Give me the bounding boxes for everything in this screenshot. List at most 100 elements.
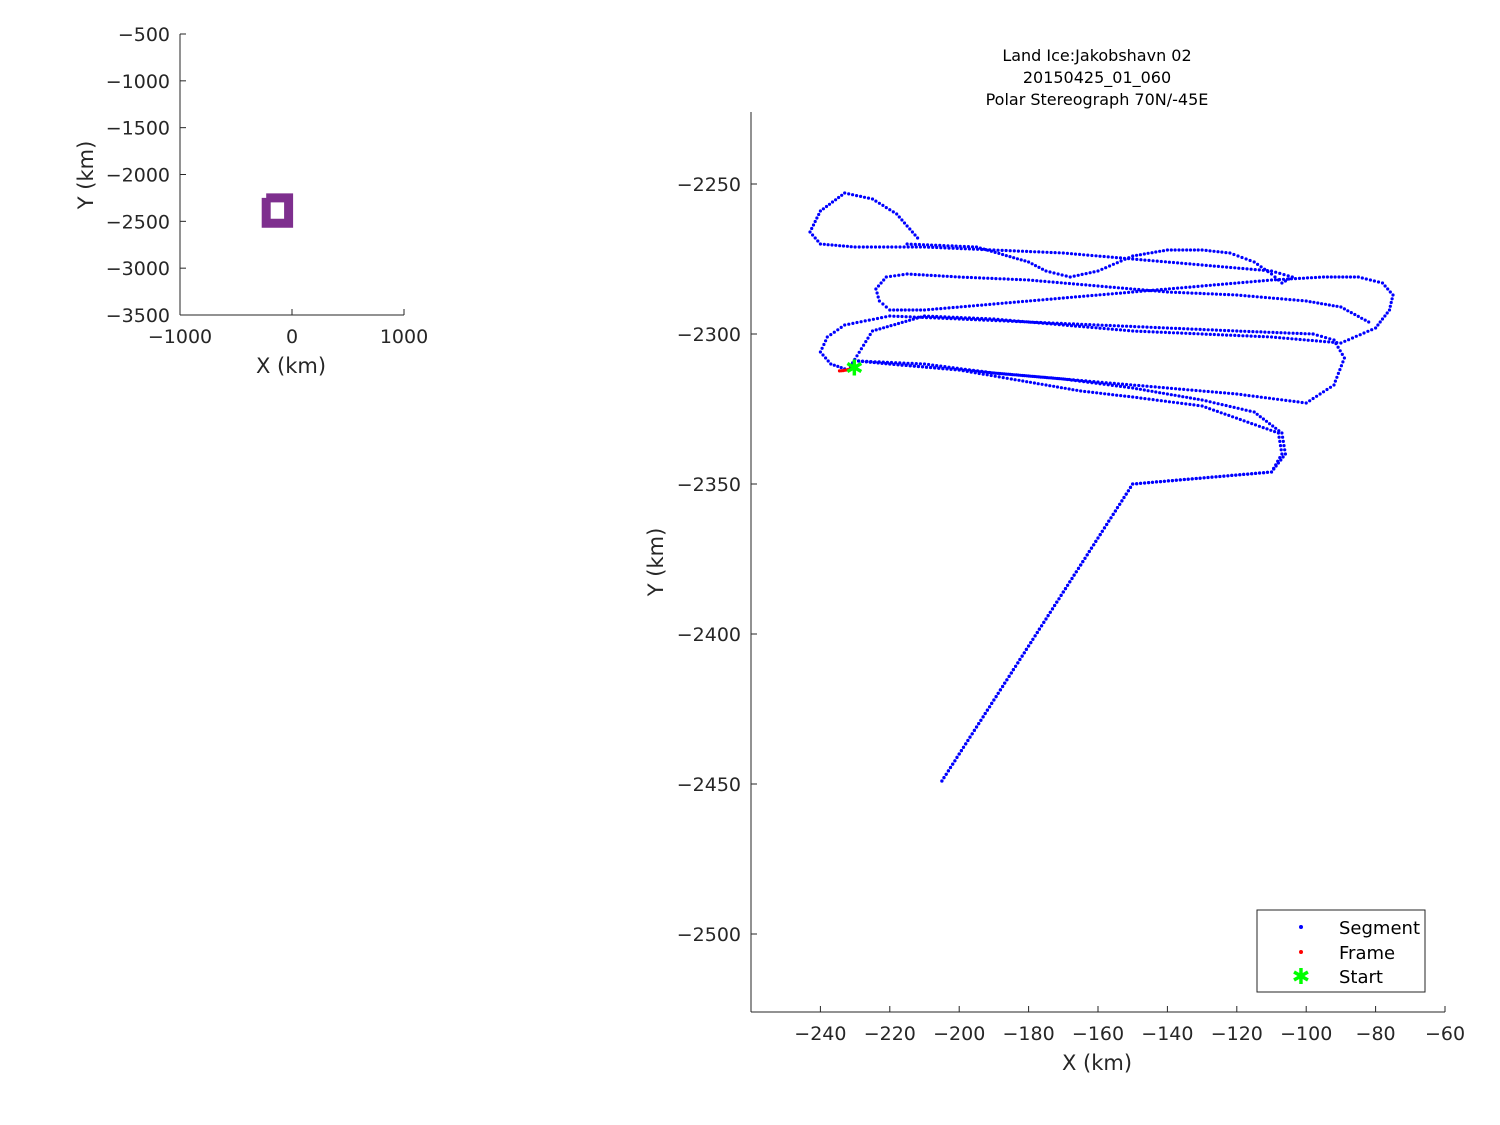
segment-point: [827, 202, 832, 206]
segment-point: [1223, 391, 1227, 395]
segment-point: [1031, 278, 1035, 282]
detail-y-ticks: −2500 −2450 −2400 −2350 −2300 −2250: [677, 174, 757, 946]
segment-point: [1080, 283, 1084, 287]
segment-point: [1161, 391, 1166, 395]
segment-point: [1249, 267, 1253, 271]
segment-point: [1323, 340, 1327, 344]
segment-point: [818, 242, 823, 246]
segment-point: [1220, 333, 1225, 337]
segment-point: [1118, 502, 1122, 506]
segment-point: [855, 320, 859, 325]
segment-point: [1096, 380, 1100, 384]
segment-point: [822, 342, 826, 347]
segment-point: [1123, 394, 1127, 398]
segment-point: [1343, 339, 1347, 343]
segment-point: [1253, 279, 1257, 283]
segment-point: [1108, 264, 1112, 268]
segment-point: [1131, 329, 1135, 333]
segment-point: [1037, 627, 1041, 631]
segment-point: [994, 371, 998, 375]
segment-point: [935, 307, 939, 311]
segment-point: [866, 196, 871, 200]
segment-point: [853, 357, 857, 361]
segment-point: [1061, 590, 1065, 594]
segment-point: [1150, 389, 1154, 393]
dt-x-tick-label: −80: [1356, 1023, 1396, 1045]
segment-point: [1055, 600, 1059, 604]
segment-point: [1020, 319, 1025, 324]
segment-point: [1226, 474, 1230, 478]
segment-point: [1135, 395, 1139, 400]
segment-point: [1251, 394, 1255, 398]
segment-point: [1174, 478, 1178, 482]
segment-point: [1317, 275, 1322, 279]
segment-point: [1108, 381, 1112, 385]
segment-point: [1162, 479, 1166, 483]
segment-point: [1196, 397, 1200, 401]
segment-point: [967, 304, 972, 308]
segment-point: [1151, 398, 1155, 402]
segment-point: [1145, 325, 1149, 329]
segment-point: [984, 248, 988, 252]
segment-point: [1239, 293, 1243, 297]
segment-point: [1053, 251, 1057, 255]
segment-point: [1024, 647, 1028, 652]
dt-y-tick-label: −2500: [677, 924, 741, 946]
segment-point: [1141, 384, 1145, 388]
segment-point: [1052, 384, 1056, 388]
segment-point: [1142, 388, 1146, 392]
segment-point: [1079, 563, 1083, 567]
segment-point: [1277, 435, 1281, 439]
segment-point: [1102, 254, 1106, 259]
segment-point: [1301, 276, 1306, 280]
segment-point: [1149, 385, 1153, 389]
segment-point: [953, 368, 957, 372]
segment-point: [1237, 334, 1241, 338]
segment-point: [1216, 333, 1220, 337]
segment-point: [1192, 332, 1196, 336]
segment-point: [1131, 290, 1135, 294]
segment-point: [1303, 332, 1307, 336]
segment-point: [917, 273, 921, 277]
segment-point: [1169, 386, 1174, 390]
segment-point: [1129, 383, 1133, 387]
segment-point: [1169, 326, 1174, 330]
segment-point: [1076, 322, 1080, 326]
segment-point: [959, 316, 963, 320]
segment-point: [904, 315, 908, 319]
segment-point: [911, 308, 915, 312]
segment-point: [1380, 281, 1385, 285]
segment-point: [1214, 328, 1218, 332]
segment-point: [914, 245, 918, 249]
segment-point: [1076, 378, 1080, 382]
segment-point: [1238, 473, 1242, 477]
segment-point: [1001, 252, 1005, 257]
segment-point: [1288, 399, 1292, 403]
segment-point: [1339, 364, 1343, 368]
segment-point: [1370, 328, 1374, 332]
segment-point: [1249, 334, 1253, 338]
segment-point: [1200, 284, 1204, 288]
segment-point: [979, 718, 983, 722]
ov-y-tick-label: −2500: [106, 211, 170, 233]
segment-point: [1202, 328, 1206, 332]
segment-point: [978, 370, 982, 374]
segment-point: [1225, 282, 1229, 286]
segment-point: [1269, 269, 1274, 273]
segment-point: [1310, 338, 1314, 343]
segment-point: [1065, 251, 1069, 255]
segment-point: [1143, 397, 1147, 401]
segment-point: [851, 321, 855, 325]
segment-point: [981, 715, 985, 719]
segment-point: [984, 303, 988, 307]
segment-point: [1137, 325, 1141, 329]
segment-point: [1231, 329, 1235, 333]
segment-point: [882, 326, 886, 330]
segment-point: [1115, 506, 1120, 510]
segment-point: [1227, 391, 1231, 395]
segment-point: [1196, 248, 1200, 252]
segment-point: [969, 369, 974, 373]
segment-point: [1122, 495, 1126, 500]
segment-point: [1360, 316, 1364, 320]
segment-point: [1092, 380, 1096, 384]
